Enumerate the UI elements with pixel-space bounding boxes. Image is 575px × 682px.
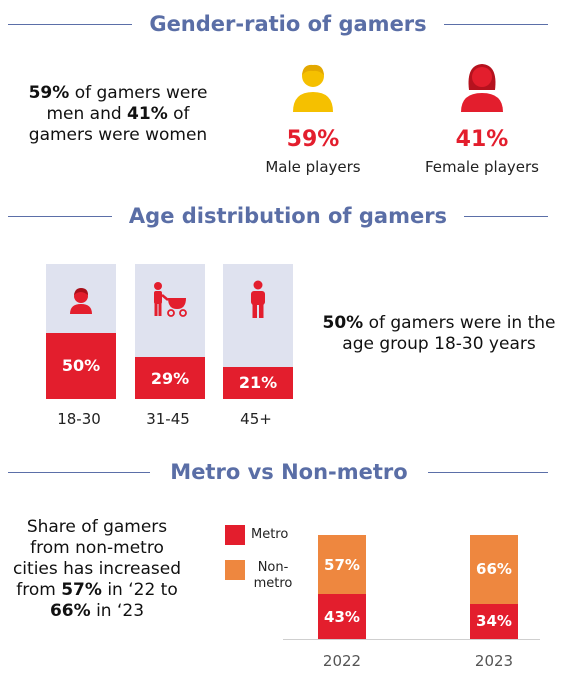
stacked-bar-segment-metro: 43% <box>318 594 366 639</box>
female-label: Female players <box>425 158 539 176</box>
segment-value-label: 34% <box>476 612 512 631</box>
parent-with-stroller-icon <box>135 281 205 317</box>
gender-section-header: Gender-ratio of gamers <box>0 4 575 44</box>
age-bar-bg: 21% <box>223 264 293 399</box>
age-section-header: Age distribution of gamers <box>0 196 575 236</box>
metro-summary-text-1: Share of gamers from non-metro cities ha… <box>12 517 182 600</box>
age-bar-value-label: 29% <box>150 368 190 388</box>
stacked-bar-segment-non-metro: 57% <box>318 535 366 595</box>
adult-person-icon <box>223 280 293 318</box>
x-axis-line <box>283 639 540 640</box>
legend-label-non-metro: Non-metro <box>253 560 293 591</box>
age-category-label: 31-45 <box>146 410 190 428</box>
age-bar-bg: 29% <box>135 264 205 399</box>
legend-metro: Metro <box>225 525 288 545</box>
age-summary-text: of gamers were in the age group 18-30 ye… <box>342 313 556 354</box>
age-summary-pct: 50% <box>322 313 364 333</box>
gender-summary-text-2: of gamers were women <box>28 104 208 145</box>
metro-summary-pct-2023: 66% <box>49 601 91 621</box>
age-bar-bg: 50% <box>46 264 116 399</box>
segment-value-label: 43% <box>324 607 360 626</box>
age-bar: 50% <box>46 332 116 399</box>
stacked-bar-segment-metro: 34% <box>470 603 518 639</box>
age-section-title: Age distribution of gamers <box>112 198 464 234</box>
male-pct: 59% <box>286 127 340 152</box>
age-bar: 21% <box>223 366 293 399</box>
legend-label-metro: Metro <box>251 527 289 542</box>
metro-summary: Share of gamers from non-metro cities ha… <box>8 517 186 622</box>
metro-summary-text-2: in ‘22 to <box>101 580 178 600</box>
gender-section-title: Gender-ratio of gamers <box>132 6 444 42</box>
metro-summary-text-3: in ‘23 <box>90 601 145 621</box>
gender-summary-male-pct: 59% <box>28 83 70 103</box>
legend-swatch-non-metro <box>225 560 245 580</box>
age-category-label: 45+ <box>240 410 272 428</box>
gender-summary-female-pct: 41% <box>127 104 168 124</box>
boy-icon <box>46 286 116 314</box>
legend-swatch-metro <box>225 525 245 545</box>
male-players-stat: 59% Male players <box>253 62 373 176</box>
female-pct: 41% <box>455 127 509 152</box>
year-tick-label: 2022 <box>322 652 362 670</box>
age-summary: 50% of gamers were in the age group 18-3… <box>318 313 560 355</box>
year-tick-label: 2023 <box>474 652 514 670</box>
metro-section-title: Metro vs Non-metro <box>150 454 428 490</box>
legend-non-metro: Non-metro <box>225 560 295 592</box>
female-players-stat: 41% Female players <box>418 62 546 176</box>
stacked-bar-segment-non-metro: 66% <box>470 535 518 604</box>
female-person-icon <box>461 64 503 112</box>
age-bar: 29% <box>135 357 205 399</box>
metro-section-header: Metro vs Non-metro <box>0 452 575 492</box>
age-bar-value-label: 50% <box>61 356 101 376</box>
male-person-icon <box>293 64 333 112</box>
age-category-label: 18-30 <box>57 410 101 428</box>
age-bar-value-label: 21% <box>238 373 278 393</box>
segment-value-label: 66% <box>476 560 512 579</box>
male-label: Male players <box>265 158 361 176</box>
segment-value-label: 57% <box>324 555 360 574</box>
gender-summary: 59% of gamers were men and 41% of gamers… <box>12 83 224 146</box>
gender-summary-text-1: of gamers were men and <box>46 83 208 124</box>
metro-summary-pct-2022: 57% <box>61 580 102 600</box>
